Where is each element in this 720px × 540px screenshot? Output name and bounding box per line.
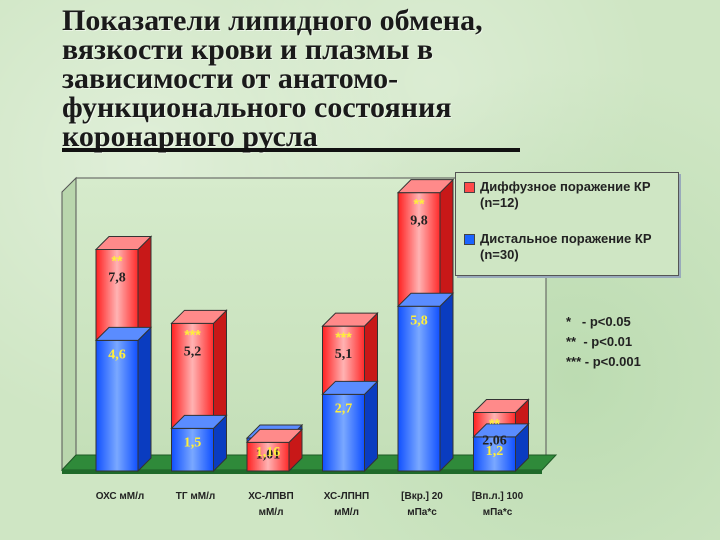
title-underline — [62, 148, 520, 152]
legend-swatch-red — [464, 182, 475, 193]
data-label-distal: 4,6 — [108, 347, 126, 362]
data-label-diffuse: 9,8 — [410, 214, 428, 229]
bar-distal — [472, 422, 530, 473]
bar-diffuse — [245, 428, 304, 473]
bar-distal — [321, 380, 379, 473]
bar-distal — [170, 414, 228, 473]
category-label: ОХС мМ/л — [96, 491, 145, 502]
legend-label-distal: Дистальное поражение КР (n=30) — [480, 231, 652, 262]
title-line: функционального состояния — [62, 91, 452, 124]
title-line: вязкости крови и плазмы в — [62, 33, 434, 66]
note-p001: *** - p<0.001 — [566, 354, 641, 369]
significance-mark: ** — [112, 252, 123, 268]
category-label: ТГ мМ/л — [176, 491, 215, 502]
chart-side-wall — [61, 176, 77, 472]
note-p05: * - p<0.05 — [566, 314, 631, 329]
category-label: ХС-ЛПНП мМ/л — [324, 491, 369, 518]
data-label-diffuse: 7,8 — [108, 270, 126, 285]
bar-distal — [396, 292, 455, 473]
data-label-distal: 1,16 — [256, 445, 281, 460]
category-label: ХС-ЛПВП мМ/л — [248, 491, 293, 518]
significance-mark: *** — [335, 329, 352, 345]
significance-mark: ** — [489, 415, 500, 431]
bar-diffuse — [396, 178, 455, 308]
bar-diffuse — [170, 309, 228, 430]
data-label-distal: 5,8 — [410, 313, 428, 328]
category-label: [Вп.л.] 100 мПа*с — [472, 491, 524, 518]
significance-mark: *** — [184, 326, 201, 342]
bar-distal — [94, 326, 153, 473]
data-label-diffuse: 5,1 — [335, 347, 353, 362]
category-label: [Вкр.] 20 мПа*с — [401, 491, 443, 518]
title-line: коронарного русла — [62, 120, 318, 153]
significance-notes: * - p<0.05 ** - p<0.01 *** - p<0.001 — [566, 312, 641, 372]
bar-diffuse — [94, 235, 153, 342]
data-label-distal: 2,7 — [335, 401, 353, 416]
data-label-diffuse: 1,01 — [256, 447, 281, 462]
note-p01: ** - p<0.01 — [566, 334, 633, 349]
title-line: зависимости от анатомо- — [62, 62, 399, 95]
data-label-distal: 1,5 — [184, 435, 202, 450]
data-label-distal: 1,2 — [486, 444, 504, 459]
title-line: Показатели липидного обмена, — [62, 4, 483, 37]
significance-mark: ** — [414, 196, 425, 212]
legend: Диффузное поражение КР (n=12) Дистальное… — [455, 172, 679, 276]
slide-title: Показатели липидного обмена, вязкости кр… — [62, 4, 622, 153]
data-label-diffuse: 2,06 — [482, 433, 507, 448]
data-label-diffuse: 5,2 — [184, 344, 202, 359]
legend-label-diffuse: Диффузное поражение КР (n=12) — [480, 179, 651, 210]
legend-swatch-blue — [464, 234, 475, 245]
